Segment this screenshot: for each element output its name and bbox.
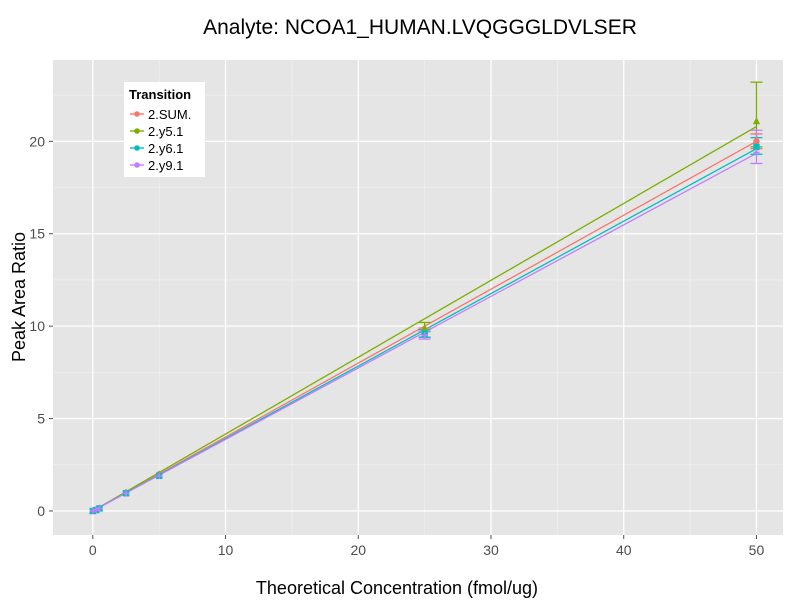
x-tick-label: 10 bbox=[218, 542, 234, 558]
y-tick-label: 0 bbox=[37, 503, 45, 519]
legend-key-point bbox=[134, 145, 140, 151]
y-tick-label: 5 bbox=[37, 411, 45, 427]
data-point bbox=[421, 323, 429, 332]
data-point bbox=[122, 490, 130, 497]
y-axis-ticks: 0 5 10 15 20 bbox=[29, 133, 53, 519]
legend: Transition 2.SUM. 2.y5.1 2.y6.1 2.y9.1 bbox=[124, 82, 205, 177]
y-tick-label: 10 bbox=[29, 318, 45, 334]
x-tick-label: 20 bbox=[350, 542, 366, 558]
data-point bbox=[92, 506, 100, 514]
x-tick-label: 30 bbox=[483, 542, 499, 558]
y-tick-label: 15 bbox=[29, 226, 45, 242]
data-point bbox=[753, 143, 760, 151]
x-tick-label: 0 bbox=[89, 542, 97, 558]
x-tick-label: 50 bbox=[749, 542, 765, 558]
x-tick-label: 40 bbox=[616, 542, 632, 558]
y-axis-title: Peak Area Ratio bbox=[9, 232, 29, 362]
minor-gridlines bbox=[53, 60, 783, 535]
data-point bbox=[752, 116, 761, 125]
legend-label: 2.y9.1 bbox=[148, 158, 183, 173]
data-points bbox=[89, 116, 761, 515]
legend-item: 2.y6.1 bbox=[130, 141, 183, 156]
legend-title: Transition bbox=[129, 87, 191, 102]
data-point bbox=[89, 507, 97, 515]
x-axis-ticks: 0 10 20 30 40 50 bbox=[89, 535, 765, 558]
legend-item: 2.y9.1 bbox=[130, 158, 183, 173]
fit-line bbox=[92, 125, 757, 512]
data-point bbox=[155, 472, 163, 480]
legend-label: 2.y6.1 bbox=[148, 141, 183, 156]
legend-items: 2.SUM. 2.y5.1 2.y6.1 2.y9.1 bbox=[130, 107, 191, 173]
data-point bbox=[96, 505, 103, 512]
data-point bbox=[753, 138, 760, 145]
data-point bbox=[753, 149, 760, 156]
legend-item: 2.y5.1 bbox=[130, 124, 183, 139]
y-tick-label: 20 bbox=[29, 133, 45, 149]
legend-key-point bbox=[134, 128, 140, 134]
chart-title: Analyte: NCOA1_HUMAN.LVQGGGLDVLSER bbox=[203, 16, 637, 39]
x-axis-title: Theoretical Concentration (fmol/ug) bbox=[256, 578, 538, 598]
legend-key-point bbox=[134, 111, 140, 117]
legend-key-point bbox=[134, 162, 140, 168]
legend-label: 2.SUM. bbox=[148, 107, 191, 122]
legend-item: 2.SUM. bbox=[130, 107, 191, 122]
data-point bbox=[421, 332, 428, 339]
legend-label: 2.y5.1 bbox=[148, 124, 183, 139]
